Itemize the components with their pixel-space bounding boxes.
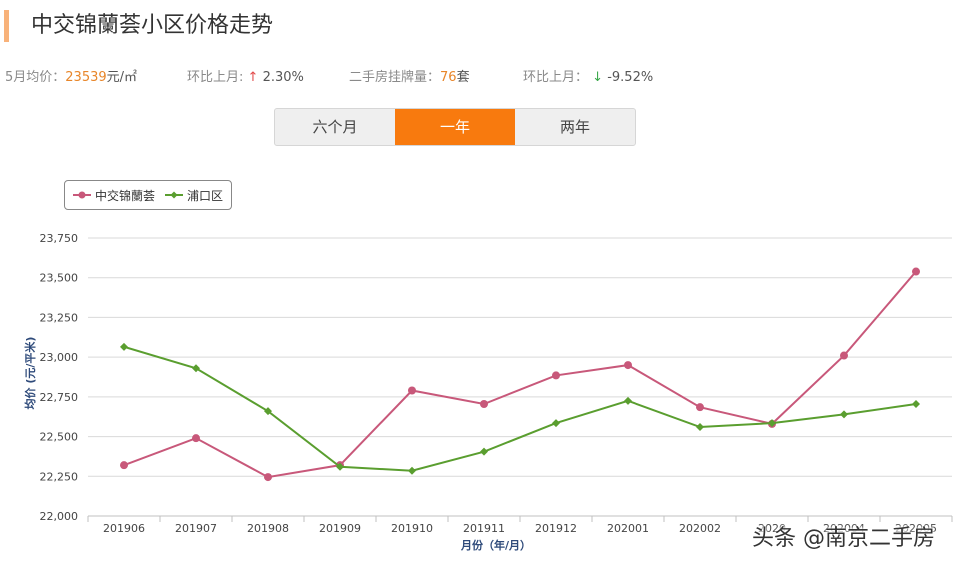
data-point [264,407,272,416]
data-point [480,400,488,409]
data-point [624,396,632,405]
x-tick-label: 202005 [895,522,937,535]
mom-listing-value: -9.52% [607,70,654,85]
data-point [192,434,200,443]
avg-price-stat: 5月均价：23539元/㎡ [5,66,137,85]
data-point [480,447,488,456]
x-axis-title: 月份（年/月） [460,538,531,552]
y-tick-label: 23,000 [40,351,79,364]
avg-price-unit: 元/㎡ [106,70,138,85]
x-tick-label: 202002 [679,522,721,535]
data-point [552,419,560,428]
data-point [120,342,128,351]
data-point [768,419,776,428]
y-tick-label: 22,750 [40,391,79,404]
data-point [408,386,416,395]
watermark: 头条 @南京二手房 [752,526,935,551]
data-point [912,400,920,409]
data-point [696,423,704,432]
data-point [552,371,560,380]
y-tick-label: 23,500 [40,272,79,285]
data-point [408,466,416,475]
data-point [624,361,632,370]
data-point [192,364,200,373]
legend-label-series1: 中交锦蘭荟 [95,188,156,203]
y-tick-label: 22,250 [40,470,79,483]
x-tick-label: 201907 [175,522,217,535]
listing-count-unit: 套 [456,70,470,85]
mom-listing-label: 环比上月： [523,70,589,85]
listing-count-value: 76 [440,70,457,85]
data-point [264,473,272,482]
legend-item-series1[interactable]: 中交锦蘭荟 [73,187,155,204]
listing-count-stat: 二手房挂牌量：76套 [349,66,470,85]
data-point [912,267,920,276]
data-point [696,403,704,412]
x-tick-label: 201908 [247,522,289,535]
legend-circle-marker-icon [73,191,91,199]
y-tick-label: 23,250 [40,311,79,324]
data-point [840,410,848,419]
tab-one-year[interactable]: 一年 [395,109,515,145]
series-line-1 [123,270,917,479]
x-tick-label: 201912 [535,522,577,535]
mom-price-value: 2.30% [262,70,304,85]
data-point [120,461,128,470]
tab-two-years[interactable]: 两年 [559,118,590,136]
y-axis-title: 均价 (元/平米) [23,337,37,410]
x-tick-label: 201910 [391,522,433,535]
listing-count-label: 二手房挂牌量： [349,70,441,85]
x-tick-label: 201911 [463,522,505,535]
chart-legend: 中交锦蘭荟 浦口区 [64,180,233,210]
legend-diamond-marker-icon [165,191,184,199]
mom-price-label: 环比上月: [187,70,244,85]
x-tick-label: 2020 [758,522,786,535]
data-point [840,351,848,360]
avg-price-value: 23539 [65,70,107,85]
tab-six-months[interactable]: 六个月 [312,118,358,136]
x-tick-label: 201906 [103,522,145,535]
mom-listing-stat: 环比上月： ↓ -9.52% [523,66,653,85]
y-tick-label: 22,000 [40,510,79,523]
avg-price-label: 5月均价： [5,70,66,85]
arrow-up-icon: ↑ [247,70,259,85]
legend-item-series2[interactable]: 浦口区 [165,187,223,204]
mom-price-stat: 环比上月: ↑ 2.30% [187,66,304,85]
arrow-down-icon: ↓ [592,70,604,85]
legend-label-series2: 浦口区 [187,188,224,203]
x-tick-label: 202001 [607,522,649,535]
y-tick-label: 23,750 [40,232,79,245]
x-tick-label: 201909 [319,522,361,535]
data-point [336,462,344,471]
y-tick-label: 22,500 [40,431,79,444]
range-tabs: 六个月 一年 两年 [274,108,636,146]
series-line-2 [123,345,917,472]
x-tick-label: 202004 [823,522,865,535]
page-title: 中交锦蘭荟小区价格走势 [4,10,273,42]
